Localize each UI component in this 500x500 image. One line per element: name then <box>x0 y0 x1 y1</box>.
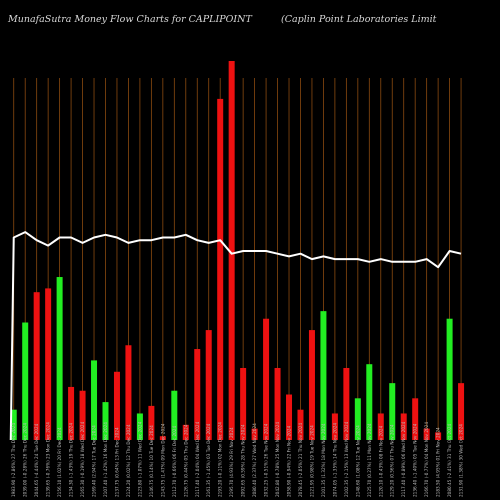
money-flow-bar <box>286 394 293 440</box>
x-tick-label: 2120.10 (-0.43%) 08 Fri Nov 2024 <box>378 425 383 497</box>
money-flow-bar <box>297 409 304 440</box>
x-tick-label: 2183.50 (4.95%) 01 Fri Nov 2024 <box>436 427 441 497</box>
money-flow-bar <box>33 292 40 440</box>
x-tick-label: 2074.05 (-1.35%) 14 Thu Nov 2024 <box>332 423 337 497</box>
x-tick-label: 2042.80 (-0.78%) 25 Mon Nov 2024 <box>275 422 280 497</box>
x-tick-label: 2165.30 (-0.19%) 18 Wed Dec 2024 <box>80 421 85 497</box>
money-flow-bar <box>263 318 270 440</box>
money-flow-bar <box>194 349 201 440</box>
x-tick-label: 2126.75 (0.44%) 05 Thu Dec 2024 <box>183 424 188 497</box>
money-flow-bar <box>102 402 109 440</box>
money-flow-bar <box>68 386 75 440</box>
money-flow-bar <box>182 424 189 440</box>
x-tick-label: 2121.95 (0.98%) 19 Tue Nov 2024 <box>309 425 314 497</box>
x-tick-label: 2169.40 (2.94%) 17 Tue Dec 2024 <box>92 425 97 497</box>
money-flow-bar <box>400 413 407 440</box>
money-flow-bar <box>412 398 419 440</box>
x-tick-label: 2080.45 (-2.41%) 31 Thu Oct 2024 <box>447 424 452 497</box>
x-tick-label: 2117.40 (-0.89%) 06 Wed Nov 2024 <box>401 421 406 497</box>
trend-line <box>9 231 462 441</box>
x-tick-label: 2102.35 (-2.15%) 13 Wed Nov 2024 <box>344 421 349 497</box>
money-flow-bar <box>343 367 350 440</box>
money-flow-bar <box>10 409 17 440</box>
x-tick-label: 2092.65 (0.59%) 28 Thu Nov 2024 <box>241 424 246 497</box>
x-tick-label: 2044.65 (-4.44%) 24 Tue Dec 2024 <box>34 423 39 497</box>
money-flow-bar <box>320 311 327 440</box>
x-axis-labels: 1983.90 (-2.86%) 27 Thu Dec 2024 2039.00 … <box>11 421 463 497</box>
money-flow-bar <box>251 428 258 440</box>
money-flow-bar <box>446 318 453 440</box>
money-flow-bar <box>148 405 155 440</box>
trend-line-layer <box>9 231 462 441</box>
x-tick-label: 2139.65 (-0.76%) 23 Mon Dec 2024 <box>46 422 51 497</box>
x-tick-label: 2058.90 (-0.94%) 22 Fri Nov 2024 <box>287 425 292 497</box>
company-name: (Caplin Point Laboratories Limit <box>281 14 437 25</box>
money-flow-bar <box>79 390 86 440</box>
money-flow-bar <box>171 390 178 440</box>
money-flow-bar <box>435 432 442 440</box>
money-flow-bar <box>22 322 29 440</box>
money-flow-bars <box>10 61 465 441</box>
x-tick-label: 2039.00 (-0.28%) 26 Thu Dec 2024 <box>23 423 28 497</box>
x-tick-label: 2125.70 (0.27%) 11 Mon Nov 2024 <box>367 423 372 497</box>
x-tick-label: 2117.40 (-2.04%) 04 Wed Dec 2024 <box>195 421 200 497</box>
money-flow-bar <box>423 428 430 440</box>
x-tick-label: 2193.20 (-0.11%) 02 Mon Dec 2024 <box>218 422 223 497</box>
money-flow-bar <box>389 383 396 440</box>
money-flow-bar <box>377 413 384 440</box>
x-tick-label: 2161.35 (-1.45%) 03 Tue Dec 2024 <box>206 423 211 497</box>
x-tick-label: 2136.40 (-1.40%) 05 Tue Nov 2024 <box>413 423 418 497</box>
x-tick-label: 2080.40 (2.37%) 27 Wed Nov 2024 <box>252 423 257 497</box>
money-flow-bar <box>56 277 63 440</box>
money-flow-bar <box>113 371 120 440</box>
x-tick-label: 2032.25 (-0.51%) 26 Tue Nov 2024 <box>264 423 269 497</box>
money-flow-bar <box>136 413 143 440</box>
money-flow-bar <box>331 413 338 440</box>
money-flow-bar <box>125 345 132 440</box>
x-tick-label: 2137.75 (0.64%) 13 Fri Dec 2024 <box>114 427 119 497</box>
money-flow-bar <box>308 330 315 440</box>
x-tick-label: 2112.70 (-0.66%) 06 Fri Dec 2024 <box>172 426 177 497</box>
money-flow-bar <box>274 367 281 440</box>
x-tick-label: 2148.60 (1.08%) 12 Tue Nov 2024 <box>355 425 360 497</box>
x-tick-label: 2156.10 (1.02%) 20 Fri Dec 2024 <box>57 427 62 497</box>
money-flow-bar <box>159 436 166 440</box>
x-tick-label: 2143.75 (1.47%) 09 Mon Dec 2024 <box>160 423 165 497</box>
x-tick-label: 2078.45 (-2.05%) 21 Thu Nov 2024 <box>298 423 303 497</box>
x-tick-label: 2107.40 (-1.42%) 16 Mon Dec 2024 <box>103 422 108 497</box>
x-tick-label: 2195.70 (4.93%) 29 Fri Nov 2024 <box>229 427 234 497</box>
money-flow-bar <box>91 360 98 440</box>
x-tick-label: 2166.70 (-0.77%) 04 Mon Nov 2024 <box>424 422 429 497</box>
x-tick-label: 2123.80 (-1.07%) 11 Wed Dec 2024 <box>137 421 142 497</box>
money-flow-bar <box>205 330 212 440</box>
money-flow-bar <box>458 383 465 440</box>
x-tick-label: 2131.90 (1.38%) 30 Wed Oct 2024 <box>459 424 464 497</box>
money-flow-bar <box>354 398 361 440</box>
chart-title: MunafaSutra Money Flow Charts for CAPLIP… <box>8 14 252 25</box>
money-flow-bar <box>366 364 373 440</box>
money-flow-bar <box>217 98 224 441</box>
x-tick-label: 2101.35 (1.32%) 18 Mon Nov 2024 <box>321 423 326 497</box>
money-flow-bar <box>45 288 52 440</box>
x-tick-label: 2134.30 (-1.43%) 19 Thu Dec 2024 <box>69 423 74 497</box>
x-tick-label: 2146.75 (0.14%) 10 Tue Dec 2024 <box>149 425 154 497</box>
x-tick-label: 2124.20 (0.02%) 12 Thu Dec 2024 <box>126 424 131 497</box>
x-tick-label: 2129.20 (0.56%) 07 Thu Nov 2024 <box>390 424 395 497</box>
money-flow-bar <box>228 61 235 440</box>
x-tick-label: 1983.90 (-2.86%) 27 Thu Dec 2024 <box>11 423 16 497</box>
money-flow-bar <box>240 367 247 440</box>
